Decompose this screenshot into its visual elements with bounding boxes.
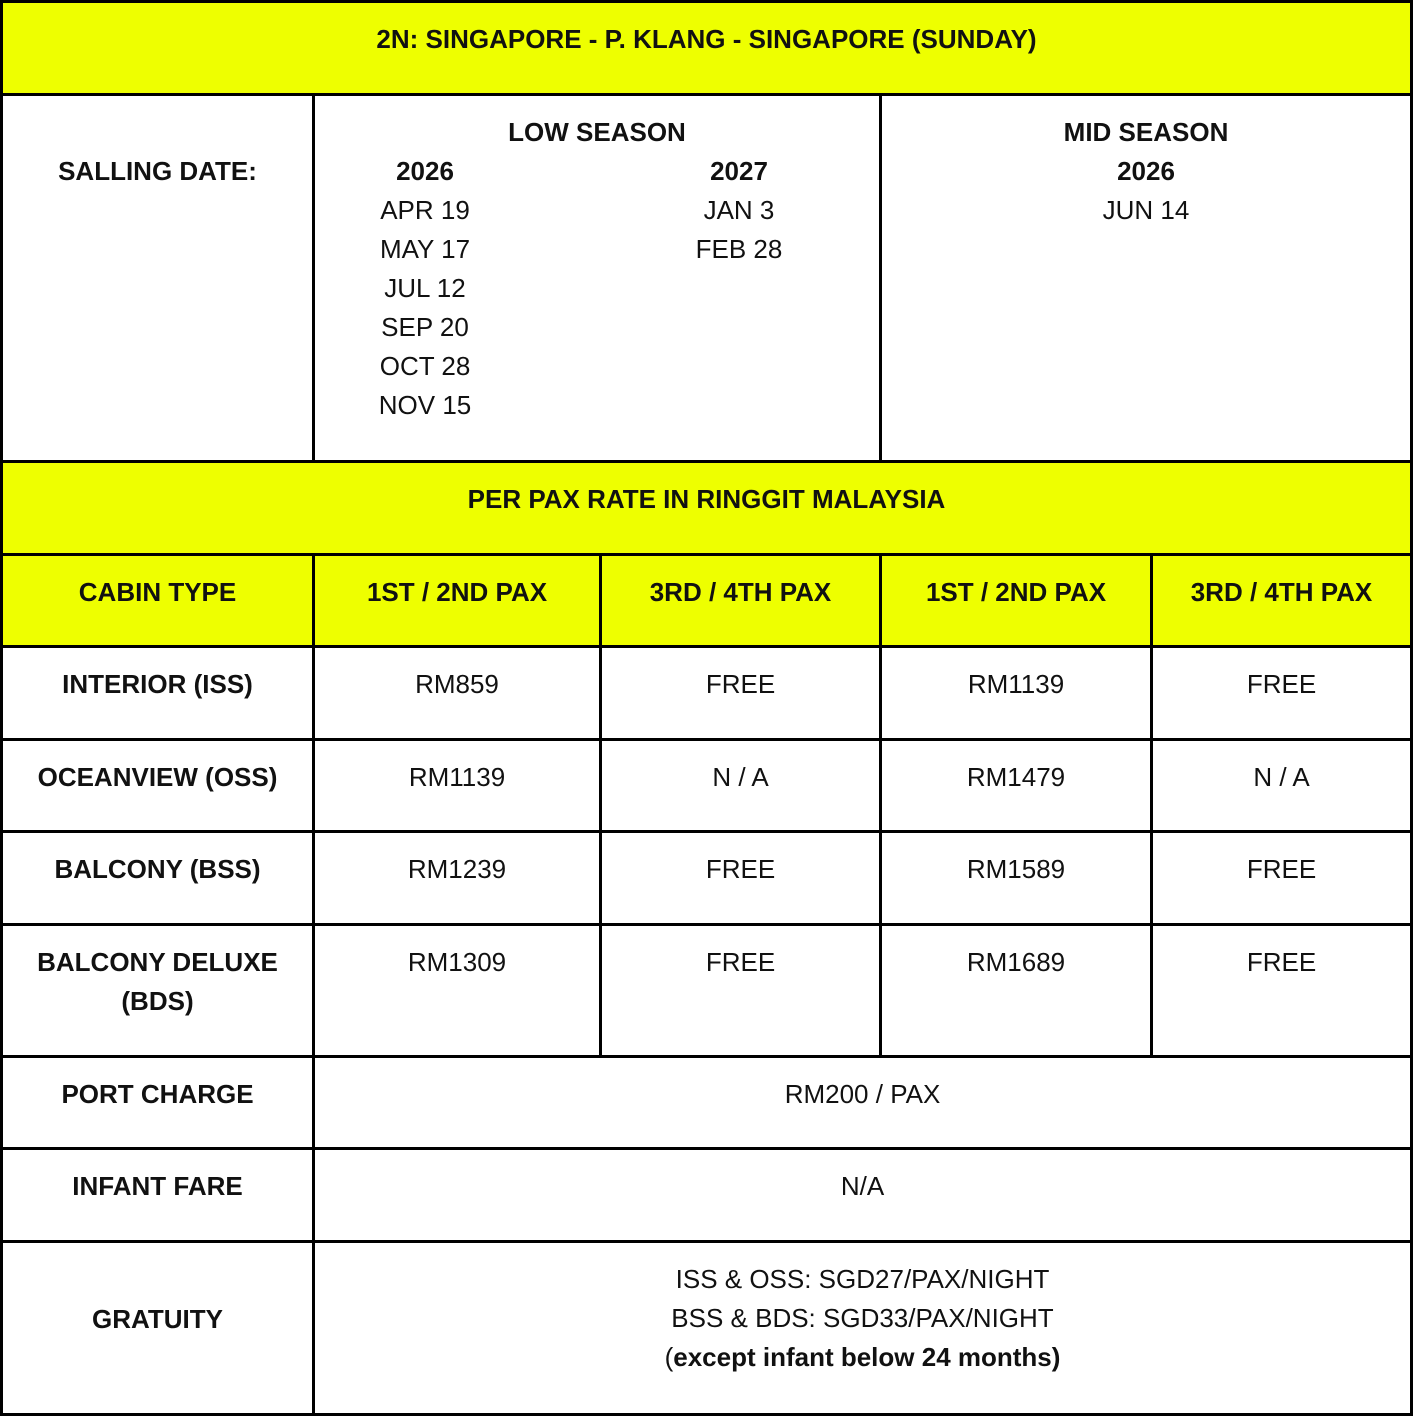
- cabin-type-cell: BALCONY DELUXE (BDS): [0, 923, 315, 1058]
- infant-fare-value: N/A: [312, 1147, 1413, 1243]
- low-season-dates: LOW SEASON 2026 APR 19 MAY 17 JUL 12 SEP…: [312, 93, 882, 463]
- year-label: 2026: [396, 156, 454, 186]
- low-season-2026: 2026 APR 19 MAY 17 JUL 12 SEP 20 OCT 28 …: [295, 152, 555, 425]
- sailing-date: JUL 12: [384, 273, 466, 303]
- header-mid-3rd-4th: 3RD / 4TH PAX: [1150, 553, 1413, 648]
- sailing-date: OCT 28: [379, 351, 471, 381]
- rate-cell-mid-3rd-4th: FREE: [1150, 830, 1413, 926]
- rate-cell-low-3rd-4th: FREE: [599, 830, 882, 926]
- gratuity-line: BSS & BDS: SGD33/PAX/NIGHT: [671, 1303, 1054, 1333]
- port-charge-label: PORT CHARGE: [0, 1055, 315, 1150]
- header-cabin-type: CABIN TYPE: [0, 553, 315, 648]
- rate-cell-mid-1st-2nd: RM1479: [879, 738, 1153, 833]
- gratuity-note-text: except infant below 24 months): [673, 1342, 1061, 1372]
- rate-cell-low-3rd-4th: N / A: [599, 738, 882, 833]
- gratuity-note-paren: (: [664, 1342, 674, 1372]
- sailing-date: FEB 28: [695, 234, 783, 264]
- gratuity-label: GRATUITY: [0, 1240, 315, 1416]
- rate-cell-low-1st-2nd: RM1309: [312, 923, 602, 1058]
- infant-fare-label: INFANT FARE: [0, 1147, 315, 1243]
- cabin-type-cell: BALCONY (BSS): [0, 830, 315, 926]
- year-label: 2027: [710, 156, 768, 186]
- sailing-date: NOV 15: [378, 390, 472, 420]
- sailing-date: SEP 20: [381, 312, 469, 342]
- port-charge-value: RM200 / PAX: [312, 1055, 1413, 1150]
- cabin-type-cell: INTERIOR (ISS): [0, 645, 315, 741]
- rate-cell-low-3rd-4th: FREE: [599, 645, 882, 741]
- sailing-date: MAY 17: [379, 234, 471, 264]
- low-season-2027: 2027 JAN 3 FEB 28: [609, 152, 869, 269]
- rate-cell-mid-1st-2nd: RM1689: [879, 923, 1153, 1058]
- mid-season-label: MID SEASON: [1063, 117, 1229, 147]
- gratuity-note: (except infant below 24 months): [315, 1338, 1410, 1377]
- gratuity-line: ISS & OSS: SGD27/PAX/NIGHT: [675, 1264, 1050, 1294]
- table-title: 2N: SINGAPORE - P. KLANG - SINGAPORE (SU…: [0, 0, 1413, 96]
- sailing-date: JUN 14: [1102, 195, 1190, 225]
- cabin-type-cell: OCEANVIEW (OSS): [0, 738, 315, 833]
- sailing-date-label: SALLING DATE:: [0, 93, 315, 463]
- year-label: 2026: [1117, 156, 1175, 186]
- rate-cell-mid-3rd-4th: FREE: [1150, 645, 1413, 741]
- rate-cell-mid-1st-2nd: RM1139: [879, 645, 1153, 741]
- rate-cell-low-1st-2nd: RM1239: [312, 830, 602, 926]
- low-season-label: LOW SEASON: [508, 117, 686, 147]
- rate-cell-low-1st-2nd: RM859: [312, 645, 602, 741]
- rate-cell-mid-3rd-4th: FREE: [1150, 923, 1413, 1058]
- gratuity-value: ISS & OSS: SGD27/PAX/NIGHT BSS & BDS: SG…: [312, 1240, 1413, 1416]
- rate-cell-low-3rd-4th: FREE: [599, 923, 882, 1058]
- rate-heading: PER PAX RATE IN RINGGIT MALAYSIA: [0, 460, 1413, 556]
- header-low-3rd-4th: 3RD / 4TH PAX: [599, 553, 882, 648]
- rate-cell-mid-3rd-4th: N / A: [1150, 738, 1413, 833]
- header-mid-1st-2nd: 1ST / 2ND PAX: [879, 553, 1153, 648]
- rate-cell-low-1st-2nd: RM1139: [312, 738, 602, 833]
- sailing-date: APR 19: [380, 195, 470, 225]
- mid-season-dates: MID SEASON 2026 JUN 14: [879, 93, 1413, 463]
- rate-cell-mid-1st-2nd: RM1589: [879, 830, 1153, 926]
- header-low-1st-2nd: 1ST / 2ND PAX: [312, 553, 602, 648]
- sailing-date: JAN 3: [703, 195, 775, 225]
